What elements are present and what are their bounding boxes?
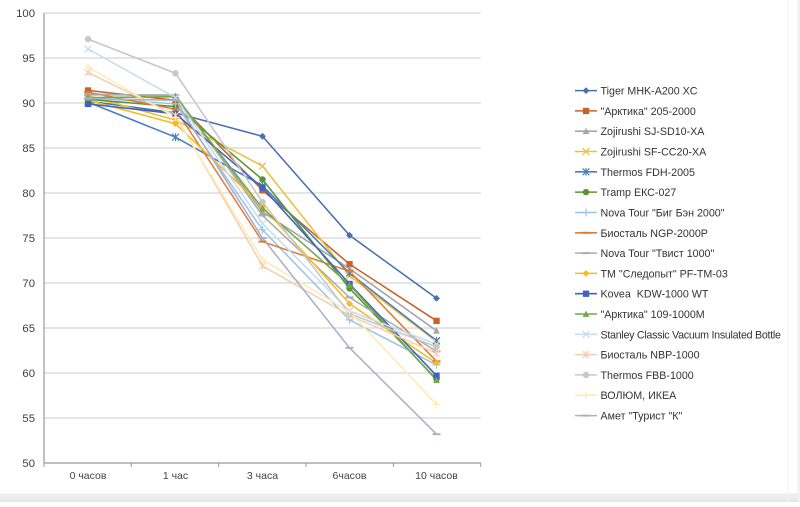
svg-text:100: 100 xyxy=(16,8,35,20)
svg-text:3 часа: 3 часа xyxy=(247,470,278,482)
svg-text:55: 55 xyxy=(22,413,35,425)
svg-text:50: 50 xyxy=(22,458,35,470)
svg-text:80: 80 xyxy=(22,188,35,200)
svg-text:Stanley Classic Vacuum Insulat: Stanley Classic Vacuum Insulated Bottle xyxy=(601,329,782,341)
svg-text:85: 85 xyxy=(22,143,35,155)
svg-text:Амет "Турист "К": Амет "Турист "К" xyxy=(601,411,683,423)
svg-text:95: 95 xyxy=(22,53,35,65)
svg-text:6часов: 6часов xyxy=(333,470,367,482)
svg-text:"Арктика" 109-1000М: "Арктика" 109-1000М xyxy=(601,309,705,321)
svg-text:Thermos FBB-1000: Thermos FBB-1000 xyxy=(601,370,694,382)
svg-text:Zojirushi SJ-SD10-XA: Zojirushi SJ-SD10-XA xyxy=(601,126,706,138)
svg-text:Kovea KDW-1000 WT: Kovea KDW-1000 WT xyxy=(601,289,709,301)
svg-text:0 часов: 0 часов xyxy=(70,470,107,482)
svg-text:Zojirushi SF-CC20-XA: Zojirushi SF-CC20-XA xyxy=(601,147,708,159)
svg-text:70: 70 xyxy=(22,278,35,290)
svg-text:60: 60 xyxy=(22,368,35,380)
svg-text:1 час: 1 час xyxy=(163,470,188,482)
svg-text:Nova Tour "Твист 1000": Nova Tour "Твист 1000" xyxy=(601,248,715,260)
svg-text:Биосталь NBP-1000: Биосталь NBP-1000 xyxy=(601,350,700,362)
svg-text:10 часов: 10 часов xyxy=(415,470,458,482)
svg-text:90: 90 xyxy=(22,98,35,110)
svg-text:Tramp ЕКС-027: Tramp ЕКС-027 xyxy=(601,187,677,199)
svg-text:Thermos FDH-2005: Thermos FDH-2005 xyxy=(601,167,695,179)
svg-text:65: 65 xyxy=(22,323,35,335)
svg-text:ТМ "Следопыт" PF-TM-03: ТМ "Следопыт" PF-TM-03 xyxy=(601,268,728,280)
svg-text:75: 75 xyxy=(22,233,35,245)
svg-text:"Арктика" 205-2000: "Арктика" 205-2000 xyxy=(601,106,696,118)
svg-text:ВОЛЮМ, ИКЕА: ВОЛЮМ, ИКЕА xyxy=(601,390,678,402)
svg-text:Биосталь NGP-2000Р: Биосталь NGP-2000Р xyxy=(601,228,708,240)
svg-text:Nova Tour "Биг Бэн 2000": Nova Tour "Биг Бэн 2000" xyxy=(601,208,725,220)
svg-text:Tiger MHK-A200 XC: Tiger MHK-A200 XC xyxy=(601,86,698,98)
